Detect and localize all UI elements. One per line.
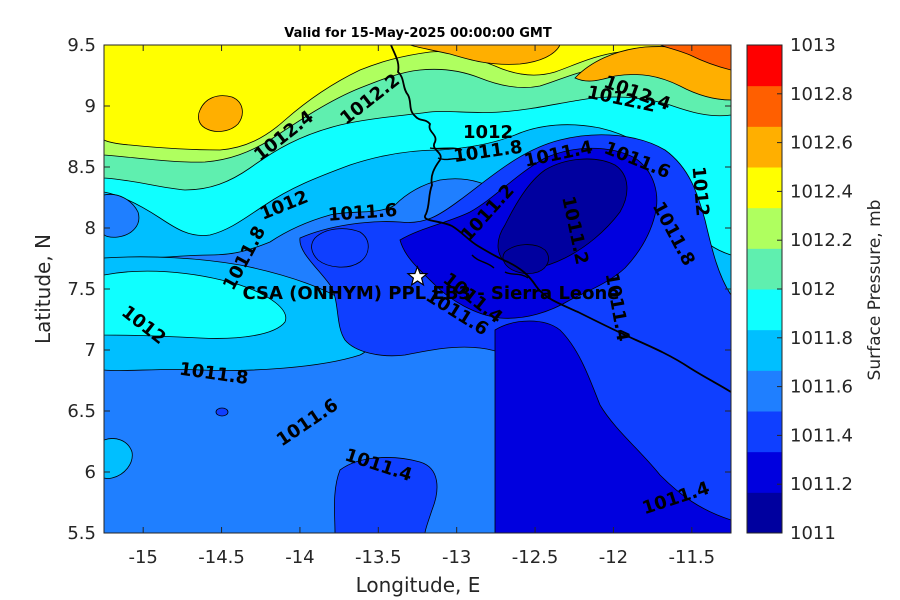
colorbar-tick-label: 1013: [790, 35, 836, 56]
colorbar-tick-label: 1012.8: [790, 84, 853, 105]
band-1011-4-south: [334, 457, 438, 533]
y-tick-label: 9.5: [67, 35, 96, 56]
blob-1011-4-small: [215, 407, 229, 417]
band-1012-west: [104, 270, 287, 339]
contour-label: 1012: [688, 165, 713, 217]
band-1012-8-north: [409, 45, 561, 65]
x-tick-label: -12: [599, 547, 628, 568]
y-axis-label: Latitude, N: [31, 234, 55, 344]
colorbar-tick-label: 1011: [790, 523, 836, 544]
x-axis: -15 -14.5 -14 -13.5 -13 -12.5 -12 -11.5: [128, 45, 715, 568]
colorbar-swatch: [747, 207, 782, 249]
colorbar: 1011 1011.2 1011.4 1011.6 1011.8 1012 1012.2 10…: [746, 35, 853, 544]
colorbar-swatch: [747, 329, 782, 371]
y-tick-label: 9: [85, 96, 96, 117]
y-tick-label: 7.5: [67, 279, 96, 300]
band-1011: [497, 158, 628, 269]
blob-south-west-1011-8: [104, 438, 133, 479]
y-tick-label: 6.5: [67, 401, 96, 422]
colorbar-swatch: [747, 45, 782, 87]
y-tick-label: 5.5: [67, 523, 96, 544]
colorbar-tick-label: 1012.6: [790, 133, 853, 154]
y-tick-label: 8: [85, 218, 96, 239]
y-axis: 5.5 6 6.5 7 7.5 8 8.5 9 9.5: [67, 35, 731, 544]
x-tick-label: -15: [128, 547, 157, 568]
colorbar-tick-label: 1012.2: [790, 230, 853, 251]
x-tick-label: -12.5: [512, 547, 559, 568]
x-tick-label: -13: [442, 547, 471, 568]
x-tick-label: -14: [285, 547, 314, 568]
band-1012-8-east: [574, 46, 731, 101]
colorbar-tick-label: 1011.2: [790, 474, 853, 495]
colorbar-swatch: [747, 289, 782, 331]
star-icon: [406, 265, 429, 287]
x-tick-label: -13.5: [355, 547, 402, 568]
colorbar-swatch: [747, 411, 782, 453]
contour-fill-layer: [104, 45, 731, 533]
contour-label: 1011.6: [327, 200, 398, 226]
site-label: CSA (ONHYM) PPL EB3 - Sierra Leone: [242, 283, 619, 304]
colorbar-label: Surface Pressure, mb: [865, 200, 885, 381]
colorbar-tick-label: 1012: [790, 279, 836, 300]
y-tick-label: 8.5: [67, 157, 96, 178]
x-axis-label: Longitude, E: [356, 573, 481, 597]
colorbar-swatch: [747, 167, 782, 209]
x-tick-label: -11.5: [669, 547, 716, 568]
coastline: [390, 45, 731, 393]
coastline-islands: [429, 147, 529, 279]
y-tick-label: 7: [85, 340, 96, 361]
colorbar-tick-label: 1011.8: [790, 328, 853, 349]
colorbar-swatch: [747, 370, 782, 412]
band-1011-2-south: [494, 320, 731, 533]
chart-title: Valid for 15-May-2025 00:00:00 GMT: [284, 26, 552, 41]
colorbar-tick-label: 1011.4: [790, 425, 853, 446]
colorbar-swatch: [747, 126, 782, 168]
colorbar-swatch: [747, 85, 782, 127]
colorbar-swatch: [747, 451, 782, 493]
colorbar-swatch: [747, 492, 782, 534]
colorbar-tick-label: 1011.6: [790, 377, 853, 398]
band-1013-east: [659, 45, 731, 71]
colorbar-tick-label: 1012.4: [790, 181, 853, 202]
band-1012-8-west: [198, 95, 243, 132]
site-marker: CSA (ONHYM) PPL EB3 - Sierra Leone: [242, 265, 620, 304]
blob-west-1011-6: [104, 193, 140, 238]
x-tick-label: -14.5: [198, 547, 245, 568]
contour-label: 1012: [463, 122, 513, 143]
colorbar-swatch: [747, 248, 782, 290]
y-tick-label: 6: [85, 462, 96, 483]
band-1011-4-west: [311, 228, 369, 268]
